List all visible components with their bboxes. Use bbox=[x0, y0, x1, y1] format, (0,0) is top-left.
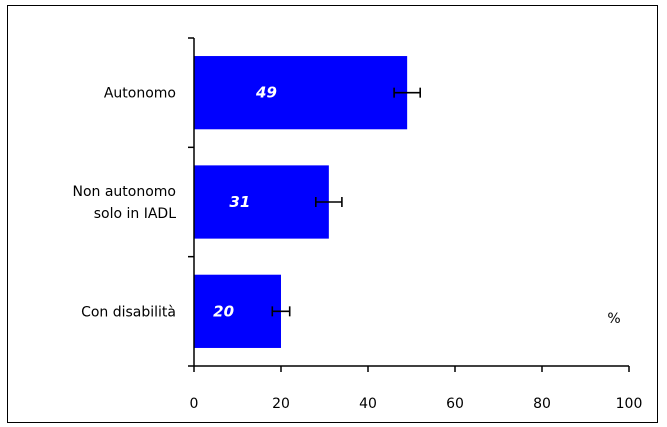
data-label-2: 31 bbox=[229, 193, 250, 211]
error-bar-2 bbox=[314, 197, 343, 207]
x-tick-label-80: 80 bbox=[533, 396, 551, 412]
x-tick-label-40: 40 bbox=[359, 396, 377, 412]
axis-layer bbox=[188, 37, 630, 372]
x-tick-label-60: 60 bbox=[446, 396, 464, 412]
data-label-3: 20 bbox=[213, 302, 234, 320]
category-label-2-line-2: solo in IADL bbox=[94, 206, 176, 222]
labels-layer: 49 Autonomo 31 Non autonomo solo in IADL 20 Co… bbox=[72, 84, 642, 412]
error-bar-3 bbox=[271, 306, 291, 317]
data-label-1: 49 bbox=[255, 84, 277, 102]
unit-label: % bbox=[607, 311, 620, 327]
x-tick-label-0: 0 bbox=[190, 396, 199, 412]
x-tick-label-100: 100 bbox=[616, 396, 643, 412]
error-bar-1 bbox=[393, 87, 422, 98]
x-tick-label-20: 20 bbox=[272, 396, 290, 412]
bar-3 bbox=[194, 274, 281, 348]
category-label-3: Con disabilità bbox=[81, 304, 176, 320]
chart-frame bbox=[7, 5, 658, 423]
bars-layer bbox=[194, 56, 422, 348]
bar-1 bbox=[194, 56, 408, 130]
bar-2 bbox=[194, 165, 329, 239]
category-label-2-line-1: Non autonomo bbox=[72, 184, 176, 200]
category-label-1: Autonomo bbox=[104, 86, 176, 102]
